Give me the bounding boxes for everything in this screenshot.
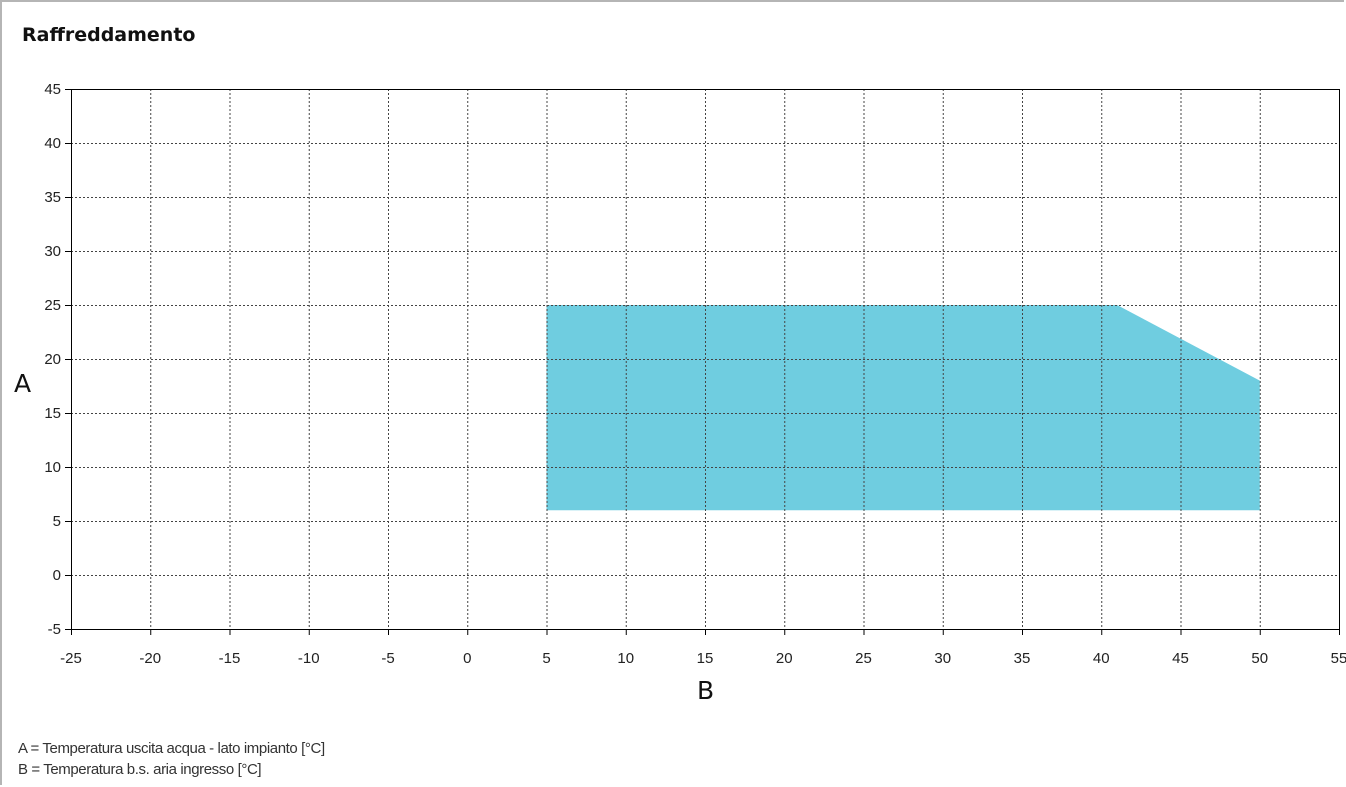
legend: A = Temperatura uscita acqua - lato impi… xyxy=(18,738,325,780)
x-tick-label: 35 xyxy=(1014,650,1031,667)
operating-area-0 xyxy=(546,305,1260,511)
x-tick-label: 15 xyxy=(697,650,714,667)
y-tick-label: 25 xyxy=(44,297,61,314)
x-tick-label: 40 xyxy=(1093,650,1110,667)
x-tick-label: 25 xyxy=(855,650,872,667)
chart-title: Raffreddamento xyxy=(22,24,196,46)
x-tick-label: -5 xyxy=(381,650,394,667)
y-tick-label: 45 xyxy=(44,81,61,98)
x-tick-label: 50 xyxy=(1251,650,1268,667)
y-tick-label: 35 xyxy=(44,189,61,206)
y-tick-label: -5 xyxy=(48,621,61,638)
x-tick-label: 30 xyxy=(934,650,951,667)
y-tick-label: 5 xyxy=(53,513,61,530)
legend-item-a: A = Temperatura uscita acqua - lato impi… xyxy=(18,740,325,757)
x-tick-label: -10 xyxy=(298,650,320,667)
y-tick-label: 40 xyxy=(44,135,61,152)
y-tick-label: 20 xyxy=(44,351,61,368)
x-tick-label: 55 xyxy=(1331,650,1346,667)
x-tick-label: -20 xyxy=(139,650,161,667)
y-axis-label: A xyxy=(14,369,31,398)
x-tick-label: 20 xyxy=(776,650,793,667)
x-tick-label: 0 xyxy=(463,650,471,667)
legend-item-b: B = Temperatura b.s. aria ingresso [°C] xyxy=(18,761,262,778)
x-tick-label: -15 xyxy=(219,650,241,667)
x-tick-label: 45 xyxy=(1172,650,1189,667)
y-tick-label: 10 xyxy=(44,459,61,476)
x-axis-label: B xyxy=(697,676,714,705)
y-tick-label: 15 xyxy=(44,405,61,422)
y-tick-label: 0 xyxy=(53,567,61,584)
y-tick-label: 30 xyxy=(44,243,61,260)
x-tick-label: -25 xyxy=(60,650,82,667)
x-tick-label: 10 xyxy=(617,650,634,667)
x-tick-label: 5 xyxy=(542,650,550,667)
